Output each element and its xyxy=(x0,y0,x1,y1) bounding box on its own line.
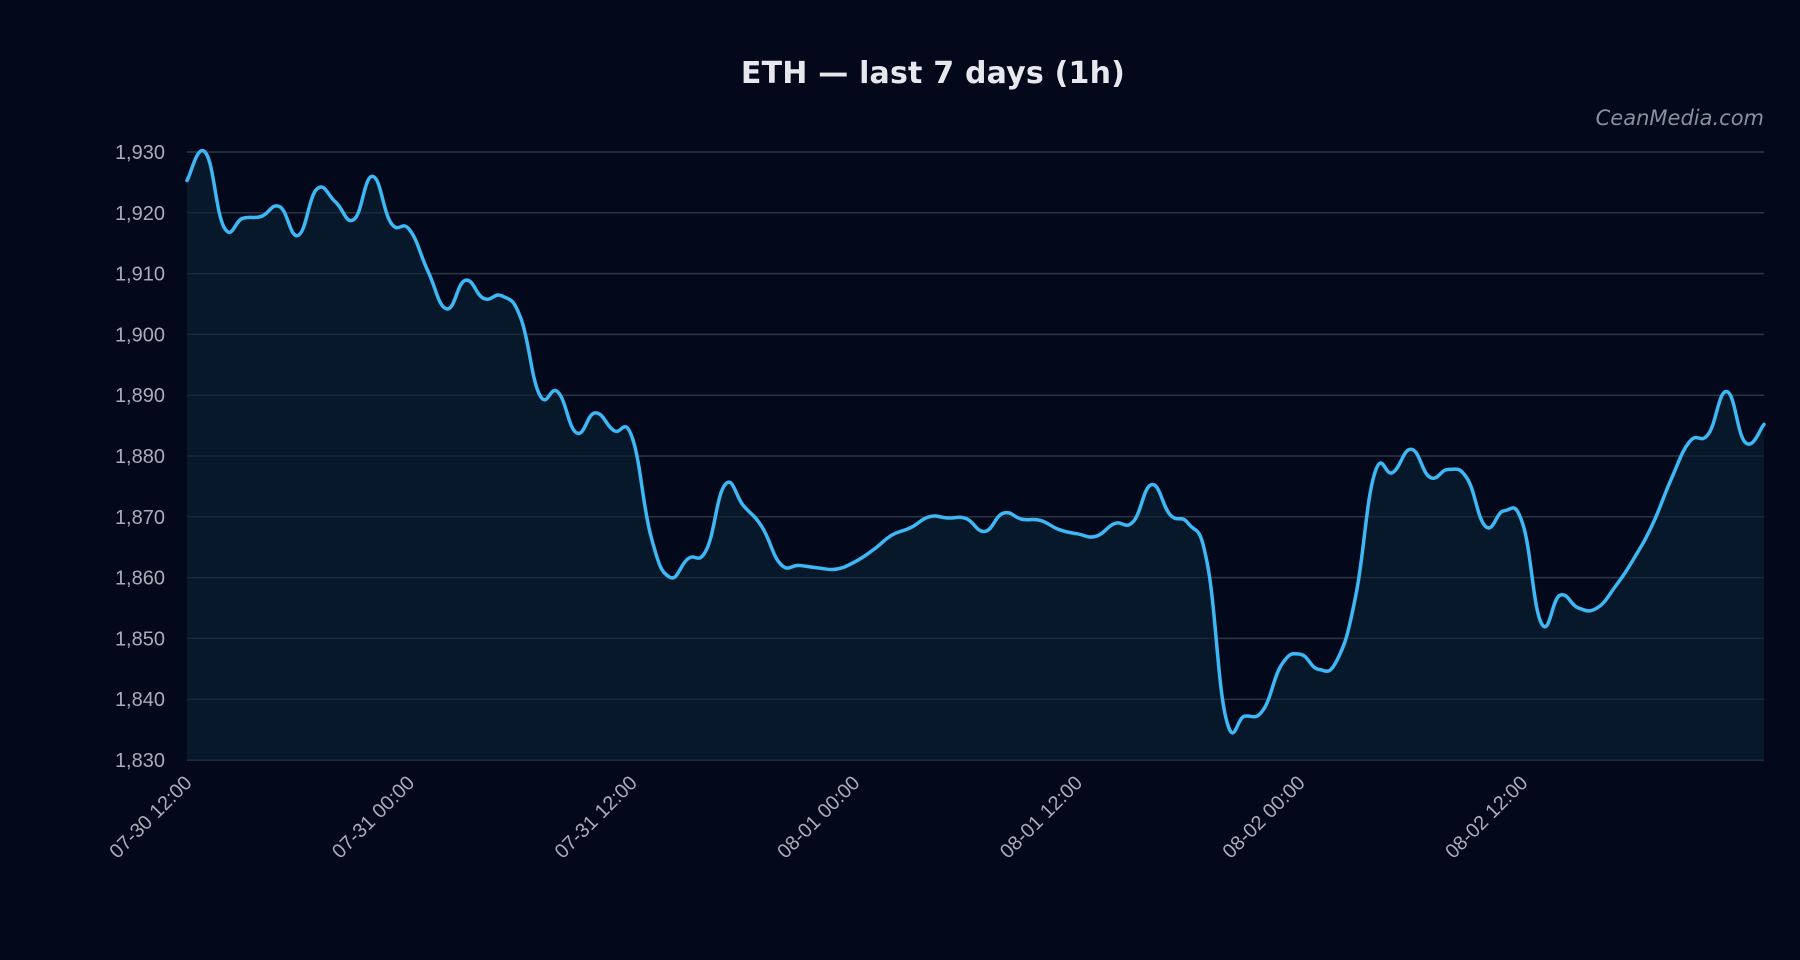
x-tick-label: 07-31 00:00 xyxy=(328,772,419,863)
price-area-fill xyxy=(187,150,1764,760)
x-tick-label: 07-31 12:00 xyxy=(551,772,642,863)
y-tick-label: 1,920 xyxy=(115,203,165,225)
x-tick-label: 08-01 00:00 xyxy=(773,772,864,863)
x-axis-ticks: 07-30 12:00 07-31 00:00 07-31 12:00 08-01 0… xyxy=(105,772,1532,863)
y-tick-label: 1,930 xyxy=(115,142,165,164)
y-tick-label: 1,900 xyxy=(115,324,165,346)
y-tick-label: 1,890 xyxy=(115,385,165,407)
grid-lines-overlay xyxy=(187,151,1764,761)
chart-title: ETH — last 7 days (1h) xyxy=(740,56,1126,91)
y-tick-label: 1,870 xyxy=(115,507,165,529)
y-tick-label: 1,840 xyxy=(115,689,165,711)
y-axis-ticks: 1,830 1,840 1,850 1,860 1,870 1,880 1,890 1,900… xyxy=(115,142,165,772)
x-tick-label: 08-02 00:00 xyxy=(1219,772,1310,863)
watermark-text: CeanMedia.com xyxy=(1595,106,1764,130)
y-tick-label: 1,830 xyxy=(115,750,165,772)
x-tick-label: 07-30 12:00 xyxy=(105,772,196,863)
price-line xyxy=(185,148,1766,735)
y-tick-label: 1,880 xyxy=(115,446,165,468)
y-tick-label: 1,910 xyxy=(115,264,165,286)
y-tick-label: 1,860 xyxy=(115,568,165,590)
x-tick-label: 08-02 12:00 xyxy=(1441,772,1532,863)
y-tick-label: 1,850 xyxy=(115,628,165,650)
x-tick-label: 08-01 12:00 xyxy=(996,772,1087,863)
